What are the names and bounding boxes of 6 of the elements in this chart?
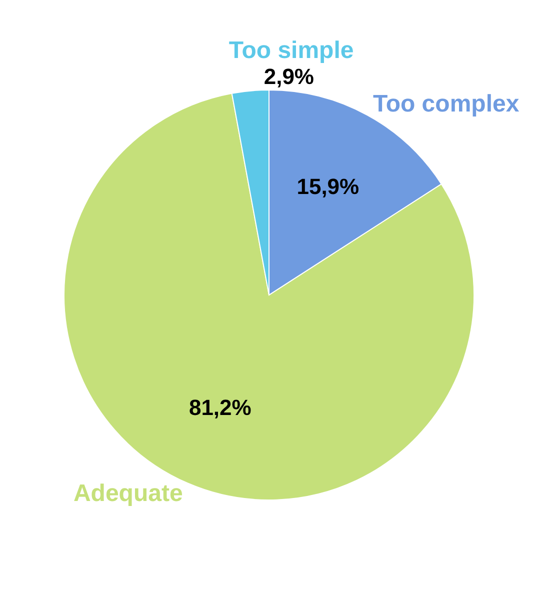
slice-label: Too complex (372, 90, 520, 118)
slice-label: Adequate (73, 480, 183, 508)
data-label: 15,9% (296, 174, 360, 200)
data-label: 81,2% (188, 394, 252, 420)
slice-label: Too simple (228, 37, 354, 64)
data-label: 2,9% (264, 64, 314, 89)
